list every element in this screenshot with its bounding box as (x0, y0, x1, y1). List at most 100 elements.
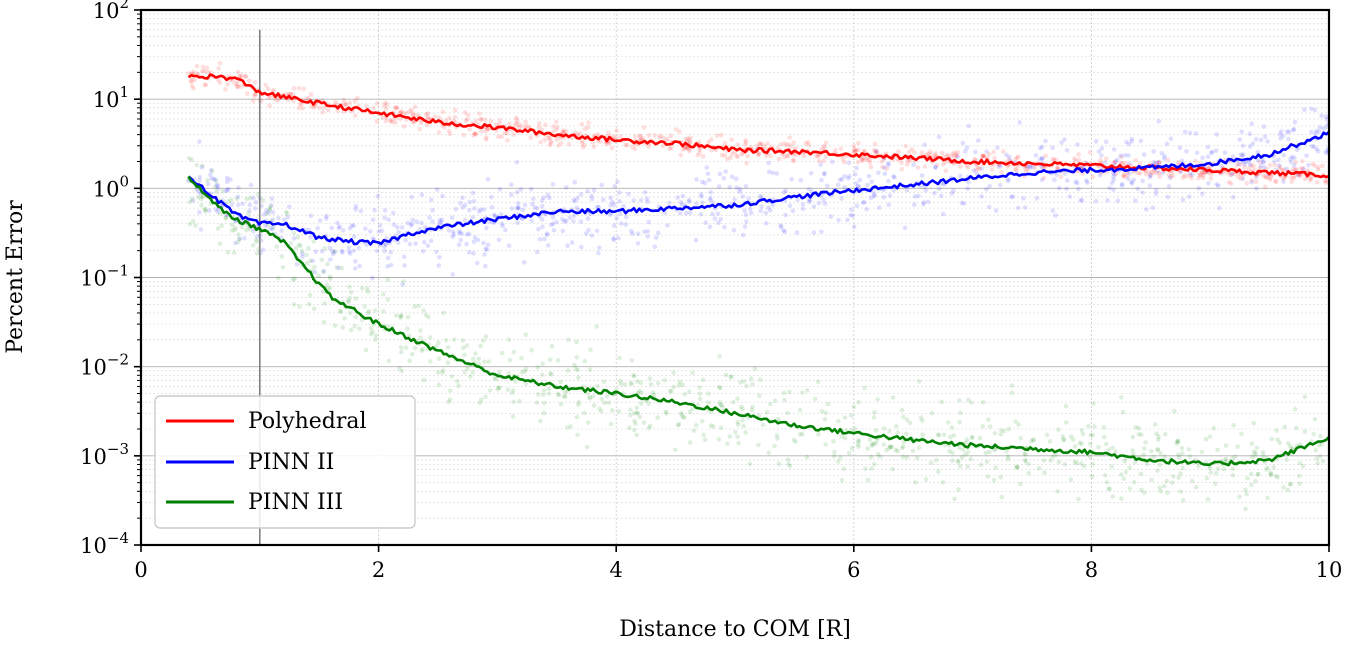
scatter-point (720, 404, 725, 410)
scatter-point (385, 255, 391, 261)
scatter-point (1016, 154, 1021, 159)
scatter-point (633, 421, 638, 426)
scatter-point (730, 151, 735, 156)
scatter-point (215, 186, 221, 191)
scatter-point (877, 454, 883, 460)
x-tick-label: 2 (372, 558, 385, 582)
scatter-point (1180, 175, 1186, 180)
scatter-point (566, 337, 571, 343)
scatter-point (1272, 162, 1277, 168)
scatter-point (953, 152, 959, 158)
scatter-point (669, 388, 674, 394)
scatter-point (288, 241, 294, 246)
scatter-point (1120, 409, 1126, 415)
scatter-point (1055, 488, 1060, 494)
scatter-point (985, 474, 991, 479)
scatter-point (223, 87, 228, 92)
scatter-point (336, 225, 342, 231)
scatter-point (871, 190, 876, 195)
scatter-point (1138, 471, 1144, 477)
scatter-point (791, 140, 796, 145)
scatter-point (943, 168, 949, 173)
scatter-point (947, 448, 952, 454)
scatter-point (224, 179, 230, 184)
scatter-point (1119, 496, 1124, 501)
scatter-point (594, 324, 599, 329)
scatter-point (539, 198, 545, 203)
scatter-point (483, 246, 488, 251)
scatter-point (1228, 181, 1234, 187)
scatter-point (1189, 176, 1194, 181)
scatter-point (1318, 453, 1323, 459)
scatter-point (956, 459, 961, 465)
scatter-point (735, 422, 741, 427)
scatter-point (1068, 477, 1074, 483)
scatter-point (735, 419, 740, 425)
scatter-point (337, 309, 343, 314)
scatter-point (676, 382, 682, 388)
scatter-point (1096, 445, 1101, 450)
scatter-point (1149, 449, 1154, 454)
scatter-point (1157, 174, 1162, 180)
scatter-point (1053, 213, 1058, 218)
scatter-point (324, 213, 329, 219)
scatter-point (1050, 145, 1055, 151)
scatter-point (632, 418, 637, 424)
scatter-point (1228, 172, 1233, 178)
scatter-point (664, 411, 669, 416)
scatter-point (543, 122, 548, 128)
scatter-point (1251, 420, 1256, 426)
scatter-point (729, 374, 734, 379)
scatter-point (822, 172, 827, 177)
scatter-point (891, 187, 896, 193)
scatter-point (934, 163, 940, 168)
scatter-point (1025, 167, 1030, 172)
scatter-point (842, 185, 847, 190)
scatter-point (1016, 422, 1021, 427)
scatter-point (1298, 166, 1303, 172)
scatter-point (758, 193, 763, 199)
scatter-point (347, 100, 353, 106)
scatter-point (383, 118, 389, 124)
scatter-point (506, 371, 512, 376)
scatter-point (695, 152, 701, 158)
scatter-point (473, 132, 479, 137)
scatter-point (1269, 436, 1275, 442)
scatter-point (567, 215, 572, 220)
scatter-point (370, 275, 375, 281)
scatter-point (1247, 131, 1253, 137)
scatter-point (485, 126, 490, 131)
scatter-point (959, 200, 965, 206)
scatter-point (436, 356, 442, 362)
scatter-point (1006, 157, 1011, 162)
scatter-point (471, 251, 476, 256)
scatter-point (1203, 436, 1209, 442)
scatter-point (766, 450, 772, 456)
scatter-point (759, 142, 765, 147)
scatter-point (1158, 451, 1163, 456)
scatter-point (514, 190, 520, 195)
scatter-point (619, 221, 624, 226)
scatter-point (867, 160, 873, 166)
scatter-point (213, 178, 219, 184)
scatter-point (499, 134, 505, 140)
scatter-point (893, 447, 899, 453)
scatter-point (225, 250, 231, 255)
scatter-point (495, 387, 500, 392)
scatter-point (578, 219, 584, 224)
scatter-point (388, 118, 394, 123)
scatter-point (559, 140, 564, 146)
scatter-point (1261, 124, 1267, 129)
scatter-point (854, 203, 860, 208)
scatter-point (457, 230, 462, 236)
scatter-point (876, 170, 881, 176)
scatter-point (783, 212, 788, 218)
scatter-point (1092, 424, 1097, 429)
scatter-point (354, 95, 360, 101)
scatter-point (718, 425, 724, 431)
scatter-point (505, 138, 510, 143)
scatter-point (678, 411, 684, 416)
scatter-point (542, 400, 547, 406)
scatter-point (405, 326, 410, 331)
scatter-point (951, 433, 957, 438)
